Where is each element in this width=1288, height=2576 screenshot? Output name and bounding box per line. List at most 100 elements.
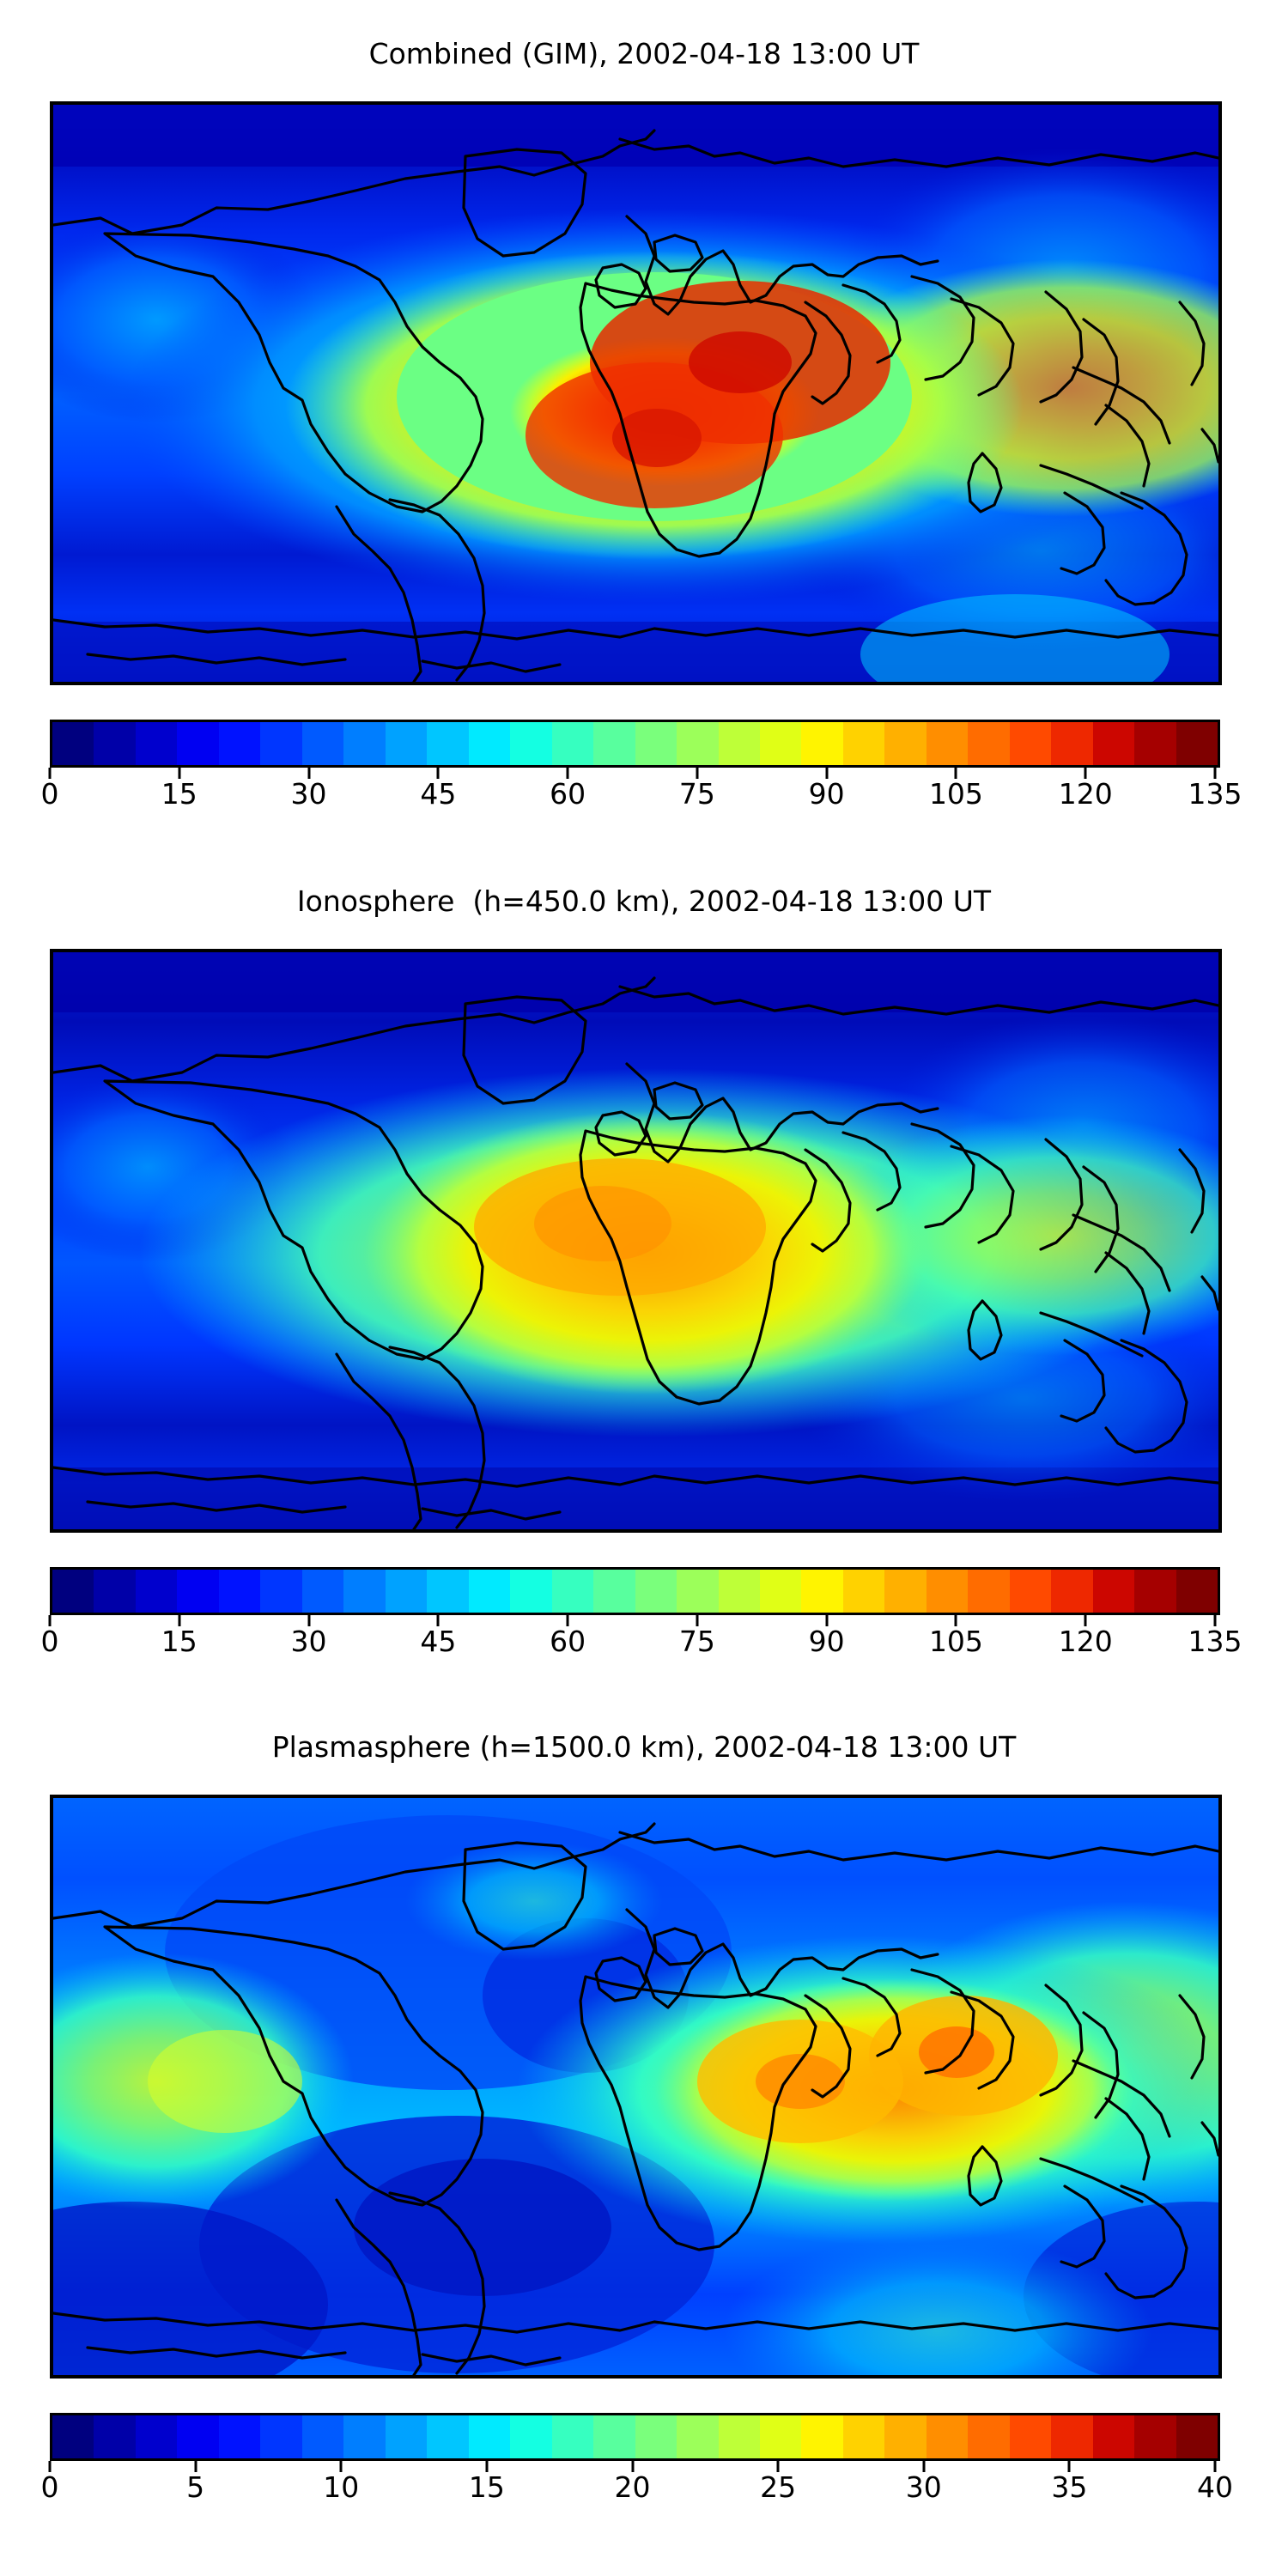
map-canvas-ionosphere bbox=[53, 952, 1218, 1529]
colorbar-tick-label: 60 bbox=[550, 777, 586, 811]
colorbar-band bbox=[593, 1570, 635, 1613]
colorbar-tick-label: 15 bbox=[161, 777, 197, 811]
colorbar-band bbox=[135, 1570, 178, 1613]
colorbar-band bbox=[135, 722, 178, 765]
colorbar-bands-plasmasphere bbox=[52, 2415, 1218, 2458]
colorbar-tick-label: 75 bbox=[678, 777, 715, 811]
colorbar-tick bbox=[954, 1615, 957, 1626]
colorbar-tick bbox=[631, 2461, 634, 2472]
colorbar-tick-label: 10 bbox=[323, 2470, 360, 2504]
colorbar-tick-label: 135 bbox=[1188, 1625, 1242, 1658]
colorbar-tick-label: 90 bbox=[808, 1625, 845, 1658]
colorbar-tick bbox=[178, 1615, 181, 1626]
colorbar-tick-label: 15 bbox=[468, 2470, 505, 2504]
colorbar-tick-label: 30 bbox=[290, 777, 327, 811]
panel-title-combined: Combined (GIM), 2002-04-18 13:00 UT bbox=[368, 37, 920, 70]
colorbar-band bbox=[926, 722, 969, 765]
colorbar-band bbox=[635, 1570, 677, 1613]
colorbar-band bbox=[301, 2415, 344, 2458]
colorbar-band bbox=[677, 722, 719, 765]
colorbar-tick bbox=[339, 2461, 343, 2472]
colorbar-tick-label: 5 bbox=[186, 2470, 205, 2504]
colorbar-band bbox=[177, 1570, 219, 1613]
colorbar-tick bbox=[922, 2461, 926, 2472]
colorbar-ticks-plasmasphere bbox=[48, 2461, 1217, 2473]
colorbar-combined[interactable] bbox=[50, 720, 1220, 768]
map-axes-plasmasphere bbox=[50, 1795, 1222, 2379]
colorbar-band bbox=[468, 722, 511, 765]
colorbar-tick bbox=[954, 768, 957, 779]
colorbar-band bbox=[718, 2415, 760, 2458]
colorbar-labels-ionosphere: 0 15 30 45 60 75 90 105 120 135 bbox=[41, 1625, 1242, 1665]
colorbar-band bbox=[427, 2415, 469, 2458]
colorbar-band bbox=[718, 722, 760, 765]
colorbar-ticks-combined bbox=[48, 768, 1217, 780]
colorbar-band bbox=[385, 722, 428, 765]
colorbar-band bbox=[884, 2415, 927, 2458]
colorbar-tick-label: 105 bbox=[928, 777, 983, 811]
colorbar-tick-label: 35 bbox=[1051, 2470, 1088, 2504]
colorbar-band bbox=[968, 2415, 1010, 2458]
colorbar-band bbox=[1092, 722, 1135, 765]
colorbar-plasmasphere[interactable] bbox=[50, 2413, 1220, 2461]
colorbar-band bbox=[1176, 2415, 1218, 2458]
colorbar-band bbox=[551, 1570, 594, 1613]
colorbar-band bbox=[842, 1570, 885, 1613]
colorbar-band bbox=[1092, 1570, 1135, 1613]
colorbar-tick-label: 25 bbox=[760, 2470, 797, 2504]
colorbar-band bbox=[468, 2415, 511, 2458]
colorbar-tick bbox=[696, 1615, 699, 1626]
colorbar-tick bbox=[825, 1615, 829, 1626]
colorbar-tick bbox=[776, 2461, 780, 2472]
colorbar-tick-label: 60 bbox=[550, 1625, 586, 1658]
coastlines-combined bbox=[53, 129, 1218, 682]
colorbar-band bbox=[1051, 722, 1093, 765]
colorbar-tick bbox=[307, 1615, 311, 1626]
colorbar-ionosphere[interactable] bbox=[50, 1567, 1220, 1615]
colorbar-wrap-plasmasphere: 0 5 10 15 20 25 30 35 40 bbox=[41, 2413, 1233, 2511]
map-axes-ionosphere bbox=[50, 949, 1222, 1533]
colorbar-band bbox=[635, 722, 677, 765]
colorbar-band bbox=[1134, 1570, 1176, 1613]
colorbar-bands-combined bbox=[52, 722, 1218, 765]
colorbar-tick bbox=[1067, 2461, 1071, 2472]
colorbar-band bbox=[177, 722, 219, 765]
colorbar-tick bbox=[696, 768, 699, 779]
colorbar-tick bbox=[178, 768, 181, 779]
colorbar-band bbox=[343, 722, 386, 765]
colorbar-band bbox=[218, 2415, 261, 2458]
panel-title-ionosphere: Ionosphere (h=450.0 km), 2002-04-18 13:0… bbox=[296, 884, 992, 918]
colorbar-band bbox=[1009, 1570, 1052, 1613]
colorbar-band bbox=[177, 2415, 219, 2458]
colorbar-band bbox=[677, 1570, 719, 1613]
colorbar-ticks-ionosphere bbox=[48, 1615, 1217, 1627]
colorbar-band bbox=[343, 1570, 386, 1613]
colorbar-band bbox=[968, 1570, 1010, 1613]
colorbar-band bbox=[968, 722, 1010, 765]
colorbar-band bbox=[218, 722, 261, 765]
colorbar-band bbox=[260, 2415, 302, 2458]
colorbar-band bbox=[593, 722, 635, 765]
colorbar-tick-label: 120 bbox=[1058, 1625, 1113, 1658]
map-render-ionosphere bbox=[53, 952, 1218, 1529]
colorbar-tick-label: 0 bbox=[40, 777, 59, 811]
colorbar-band bbox=[842, 2415, 885, 2458]
colorbar-tick-label: 30 bbox=[905, 2470, 942, 2504]
colorbar-band bbox=[551, 2415, 594, 2458]
colorbar-band bbox=[759, 2415, 802, 2458]
colorbar-band bbox=[510, 2415, 552, 2458]
colorbar-tick bbox=[48, 2461, 52, 2472]
colorbar-band bbox=[926, 1570, 969, 1613]
colorbar-band bbox=[635, 2415, 677, 2458]
colorbar-band bbox=[427, 1570, 469, 1613]
colorbar-wrap-combined: 0 15 30 45 60 75 90 105 120 135 bbox=[41, 720, 1242, 817]
colorbar-labels-combined: 0 15 30 45 60 75 90 105 120 135 bbox=[41, 777, 1242, 817]
colorbar-tick-label: 0 bbox=[40, 1625, 59, 1658]
map-render-combined bbox=[53, 105, 1218, 682]
colorbar-band bbox=[1051, 2415, 1093, 2458]
colorbar-tick-label: 45 bbox=[420, 1625, 457, 1658]
colorbar-band bbox=[52, 722, 94, 765]
colorbar-band bbox=[52, 1570, 94, 1613]
colorbar-bands-ionosphere bbox=[52, 1570, 1218, 1613]
